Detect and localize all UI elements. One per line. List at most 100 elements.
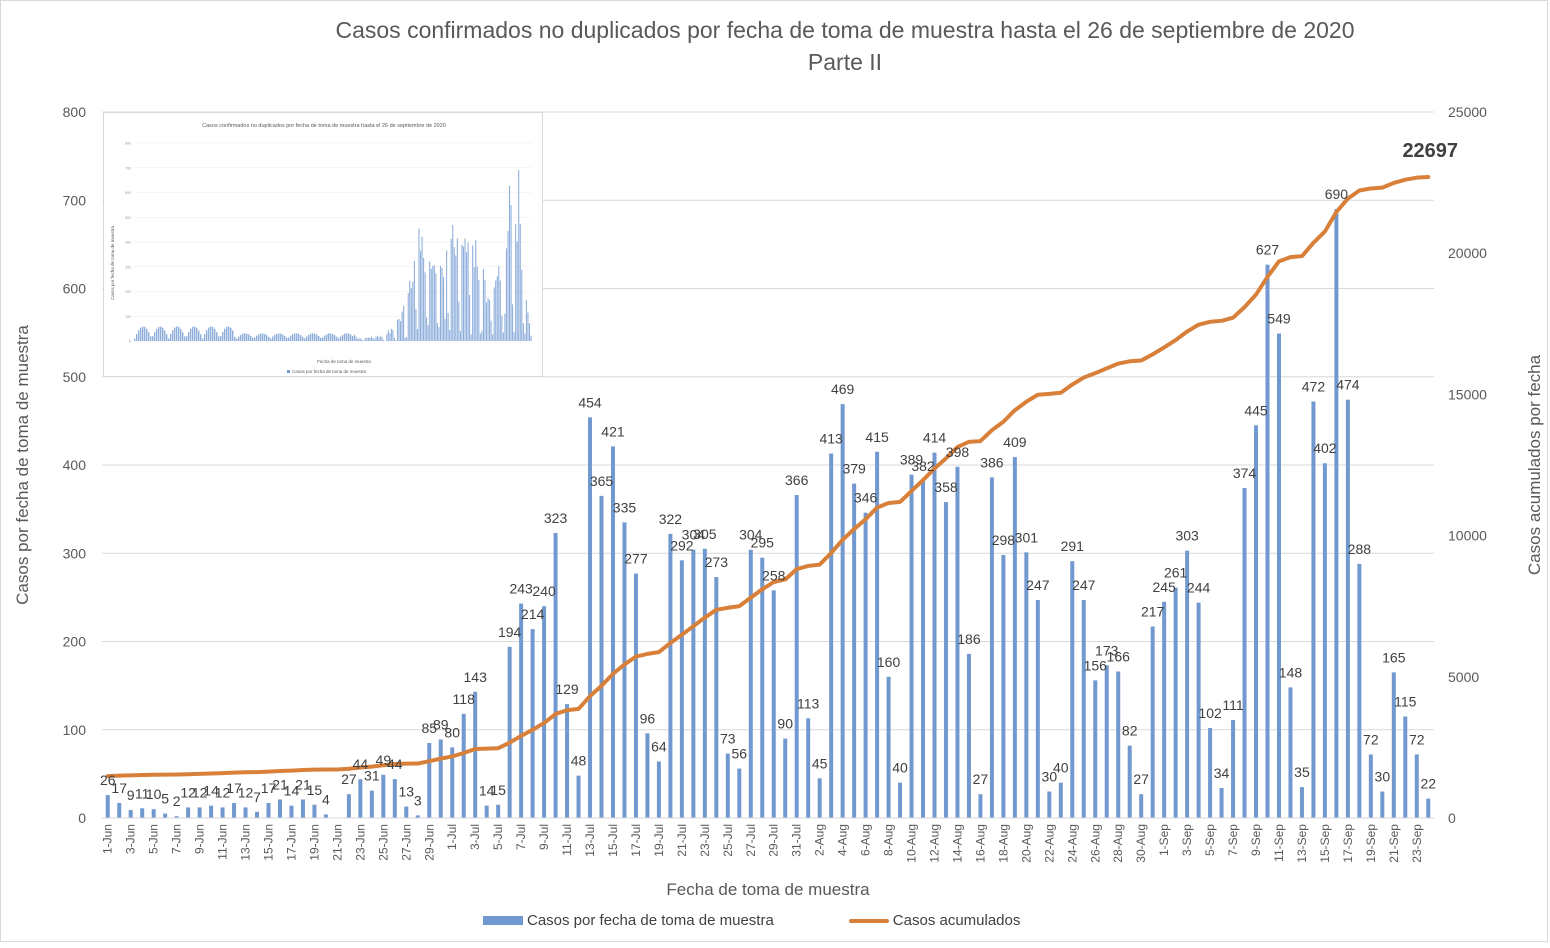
inset-bar — [521, 269, 523, 341]
bar-data-label: 30 — [1375, 769, 1391, 785]
bar-data-label: 3 — [414, 792, 422, 808]
x-tick-label: 16-Aug — [973, 824, 987, 863]
chart-title: Casos confirmados no duplicados por fech… — [335, 17, 1355, 43]
x-tick-label: 19-Jul — [652, 824, 666, 857]
inset-bar — [214, 328, 216, 341]
x-tick-label: 3-Jul — [468, 824, 482, 850]
inset-bar — [172, 330, 174, 341]
bar-data-label: 243 — [509, 581, 533, 597]
bar-data-label: 160 — [877, 654, 901, 670]
inset-y-tick-label: 0 — [129, 340, 131, 344]
x-tick-label: 7-Sep — [1226, 824, 1240, 856]
bar — [186, 807, 191, 818]
final-cumulative-label: 22697 — [1402, 140, 1458, 162]
inset-bar — [508, 185, 511, 341]
chart-subtitle: Parte II — [807, 49, 883, 75]
inset-bar — [387, 330, 389, 341]
bar — [277, 799, 282, 818]
inset-bar — [168, 338, 170, 341]
bar — [1116, 671, 1121, 818]
inset-x-axis-label: Fecha de toma de muestra — [317, 359, 371, 364]
bar — [450, 747, 455, 818]
inset-bar — [522, 323, 524, 341]
inset-bar — [192, 326, 194, 341]
bar-data-label: 454 — [578, 394, 602, 410]
inset-bar — [456, 238, 458, 341]
inset-bar — [398, 318, 400, 341]
bar-data-label: 72 — [1409, 731, 1425, 747]
inset-bar — [401, 311, 403, 341]
y-tick-label: 700 — [63, 192, 87, 208]
inset-bar — [439, 265, 442, 341]
inset-bar — [484, 279, 486, 341]
x-tick-label: 23-Jul — [698, 824, 712, 857]
bar — [702, 548, 707, 818]
inset-bar — [260, 333, 262, 341]
bar — [1403, 716, 1408, 818]
inset-bar — [134, 338, 136, 341]
inset-bar — [369, 338, 371, 341]
x-tick-label: 17-Jun — [284, 824, 298, 861]
x-tick-label: 1-Jun — [101, 824, 115, 854]
bar-data-label: 298 — [992, 532, 1016, 548]
x-tick-label: 30-Aug — [1134, 824, 1148, 863]
bar-series — [105, 209, 1431, 818]
bar-data-label: 48 — [571, 753, 587, 769]
inset-bar — [378, 337, 380, 341]
inset-bar — [426, 317, 428, 341]
bar-data-label: 472 — [1302, 378, 1326, 394]
x-tick-label: 23-Jun — [353, 824, 367, 861]
bar — [898, 782, 903, 818]
x-tick-label: 1-Sep — [1157, 824, 1171, 856]
bar-data-label: 31 — [364, 768, 380, 784]
bar-data-label: 40 — [892, 760, 908, 776]
inset-bar — [528, 323, 531, 341]
bar — [748, 549, 753, 818]
bar — [484, 805, 489, 818]
inset-bar — [515, 224, 517, 341]
inset-bar — [176, 326, 178, 341]
bar — [1127, 745, 1132, 818]
inset-bar — [355, 336, 357, 341]
inset-y-tick-label: 500 — [125, 216, 131, 220]
bar-data-label: 305 — [693, 526, 717, 542]
inset-bar — [505, 248, 507, 341]
bar-data-label: 90 — [777, 716, 793, 732]
inset-bar — [455, 255, 457, 341]
bar-data-label: 15 — [307, 782, 323, 798]
inset-bar — [450, 238, 452, 341]
bar — [840, 404, 845, 818]
bar-data-label: 165 — [1382, 649, 1406, 665]
inset-bar — [410, 288, 412, 341]
bar — [392, 779, 397, 818]
x-tick-label: 12-Aug — [928, 824, 942, 863]
inset-bar — [435, 273, 437, 341]
inset-bar — [390, 328, 392, 341]
bar-data-label: 386 — [980, 454, 1004, 470]
inset-bar — [423, 258, 425, 341]
inset-chart-image: Casos confirmados no duplicados por fech… — [103, 112, 543, 377]
y-tick-label: 100 — [63, 722, 87, 738]
inset-bar — [250, 335, 252, 341]
inset-bar — [386, 334, 388, 341]
inset-bar — [462, 246, 465, 341]
bar-data-label: 12 — [192, 784, 208, 800]
inset-bar — [330, 333, 332, 341]
inset-y-axis-label: Casos por fecha de toma de muestra — [110, 225, 115, 300]
bar — [1104, 665, 1109, 818]
y2-tick-label: 0 — [1448, 810, 1456, 826]
inset-bar — [485, 302, 488, 341]
bar — [875, 451, 880, 818]
inset-bar — [479, 333, 481, 341]
bar-data-label: 291 — [1061, 538, 1085, 554]
inset-bar — [308, 334, 310, 341]
bar-data-label: 379 — [842, 461, 866, 477]
inset-bar — [429, 261, 431, 341]
inset-bar — [278, 333, 280, 341]
inset-bar — [200, 334, 202, 341]
x-tick-label: 3-Jun — [124, 824, 138, 854]
inset-bar — [393, 337, 395, 341]
bar — [1357, 563, 1362, 818]
inset-bar — [412, 281, 414, 341]
legend-bar-swatch — [483, 916, 523, 925]
